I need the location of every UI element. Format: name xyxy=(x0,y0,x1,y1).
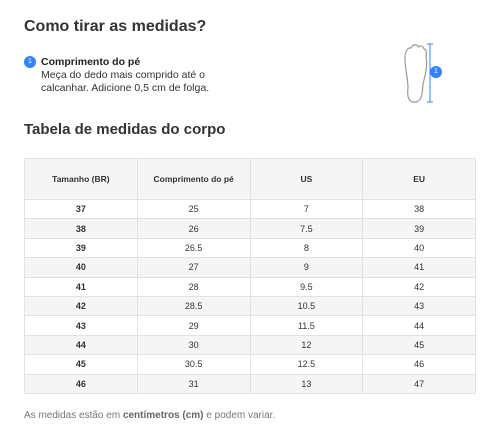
table-cell: 7 xyxy=(249,198,364,220)
table-cell: 43 xyxy=(362,295,476,317)
size-cell: 42 xyxy=(24,295,138,317)
table-cell: 42 xyxy=(362,276,476,297)
column-header: US xyxy=(249,158,364,200)
table-row: 38 26 7.5 39 xyxy=(24,218,476,239)
size-cell: 44 xyxy=(24,334,138,356)
table-cell: 11.5 xyxy=(249,315,364,336)
table-cell: 13 xyxy=(249,373,364,394)
table-cell: 45 xyxy=(362,334,476,356)
size-cell: 40 xyxy=(24,257,138,278)
table-cell: 28 xyxy=(136,276,251,297)
table-cell: 9.5 xyxy=(249,276,364,297)
table-row: 43 29 11.5 44 xyxy=(24,315,476,336)
table-cell: 10.5 xyxy=(249,295,364,317)
size-cell: 39 xyxy=(24,237,138,259)
table-body: 37 25 7 38 38 26 7.5 39 39 26.5 8 40 40 27 9 41 41 28 9.5 4… xyxy=(24,198,476,394)
table-cell: 27 xyxy=(136,257,251,278)
footnote-text: e podem variar. xyxy=(203,410,276,421)
table-row: 44 30 12 45 xyxy=(24,334,476,356)
table-row: 46 31 13 47 xyxy=(24,373,476,394)
table-cell: 12.5 xyxy=(249,354,364,375)
table-row: 40 27 9 41 xyxy=(24,257,476,278)
table-cell: 9 xyxy=(249,257,364,278)
table-cell: 8 xyxy=(249,237,364,259)
table-cell: 26.5 xyxy=(136,237,251,259)
step-title: Comprimento do pé xyxy=(41,56,141,68)
column-header: Comprimento do pé xyxy=(136,158,251,200)
image-badge: 1 xyxy=(430,66,442,78)
column-header: EU xyxy=(362,158,476,200)
table-row: 39 26.5 8 40 xyxy=(24,237,476,259)
footnote-text: As medidas estão em xyxy=(24,410,123,421)
size-table: Tamanho (BR) Comprimento do pé US EU 37 25 7 3… xyxy=(24,158,476,394)
size-cell: 43 xyxy=(24,315,138,336)
table-cell: 44 xyxy=(362,315,476,336)
table-title: Tabela de medidas do corpo xyxy=(24,121,226,138)
table-cell: 7.5 xyxy=(249,218,364,239)
page-title: Como tirar as medidas? xyxy=(24,18,207,35)
header-row: Tamanho (BR) Comprimento do pé US EU xyxy=(24,158,476,200)
size-cell: 41 xyxy=(24,276,138,297)
footnote-bold: centímetros (cm) xyxy=(122,410,204,421)
table-cell: 30.5 xyxy=(136,354,251,375)
table-row: 42 28.5 10.5 43 xyxy=(24,295,476,317)
table-cell: 28.5 xyxy=(136,295,251,317)
table-cell: 30 xyxy=(136,334,251,356)
table-cell: 46 xyxy=(362,354,476,375)
foot-illustration xyxy=(404,43,433,103)
table-cell: 26 xyxy=(136,218,251,239)
table-row: 41 28 9.5 42 xyxy=(24,276,476,297)
step-text: Meça do dedo mais comprido até o calcanh… xyxy=(41,69,210,94)
table-row: 45 30.5 12.5 46 xyxy=(24,354,476,375)
step-badge: 1 xyxy=(24,56,36,68)
table-cell: 41 xyxy=(362,257,476,278)
table-cell: 29 xyxy=(136,315,251,336)
table-cell: 31 xyxy=(136,373,251,394)
table-cell: 12 xyxy=(249,334,364,356)
table-row: 37 25 7 38 xyxy=(24,198,476,220)
footnote: As medidas estão em centímetros (cm) e p… xyxy=(24,410,275,421)
size-cell: 38 xyxy=(24,218,138,239)
size-cell: 46 xyxy=(24,373,138,394)
table-cell: 47 xyxy=(362,373,476,394)
column-header: Tamanho (BR) xyxy=(24,158,138,200)
size-cell: 45 xyxy=(24,354,138,375)
size-cell: 37 xyxy=(24,198,138,220)
table-cell: 25 xyxy=(136,198,251,220)
table-cell: 40 xyxy=(362,237,476,259)
table-cell: 39 xyxy=(362,218,476,239)
foot-outline xyxy=(404,44,428,103)
table-cell: 38 xyxy=(362,198,476,220)
